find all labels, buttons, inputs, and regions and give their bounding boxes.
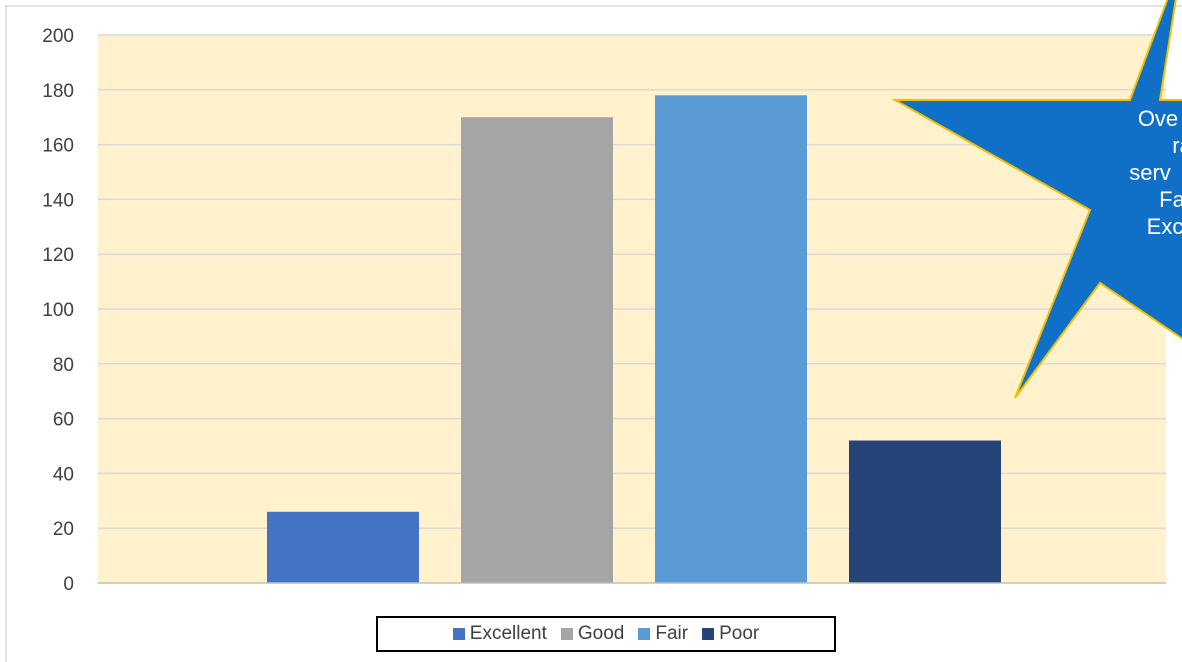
y-tick-label: 160 [42,136,74,157]
star-callout-text: OveraservFaExc [1129,106,1182,239]
bar-excellent [267,511,419,583]
legend-item-fair: Fair [638,623,688,645]
y-tick-label: 120 [42,245,74,266]
star-shape [891,0,1182,399]
legend-item-excellent: Excellent [452,623,547,645]
legend-swatch-excellent [452,628,465,640]
y-tick-label: 100 [42,300,74,321]
bar-poor [849,440,1001,583]
y-tick-label: 40 [53,464,74,485]
legend-item-good: Good [560,623,625,645]
legend-label-poor: Poor [719,623,760,644]
bar-good [461,117,613,583]
legend-label-good: Good [577,623,625,644]
star-text-line: Ove [1138,106,1178,131]
y-tick-label: 180 [42,81,74,102]
y-tick-label: 200 [42,26,74,47]
y-tick-label: 60 [53,410,74,431]
y-tick-label: 20 [53,519,74,540]
y-tick-label: 140 [42,190,74,211]
legend-label-fair: Fair [655,623,689,644]
legend-swatch-good [560,628,573,640]
legend-label-excellent: Excellent [469,623,547,644]
y-axis-tick-labels: 0 20 40 60 80 100 120 140 160 180 200 [42,26,74,595]
y-tick-label: 80 [53,355,74,376]
legend-swatch-poor [702,628,715,640]
star-text-line: ra [1172,133,1182,158]
y-tick-label: 0 [63,574,74,595]
bars [267,95,1001,583]
bar-fair [655,95,807,583]
star-text-line: serv [1129,160,1171,185]
star-text-line: Exc [1147,214,1182,239]
chart-legend: Excellent Good Fair Poor [376,616,836,652]
legend-swatch-fair [638,628,651,640]
gridlines [98,34,1166,529]
legend-item-poor: Poor [702,623,759,645]
star-text-line: Fa [1159,187,1182,212]
star-callout: OveraservFaExc [891,0,1182,399]
